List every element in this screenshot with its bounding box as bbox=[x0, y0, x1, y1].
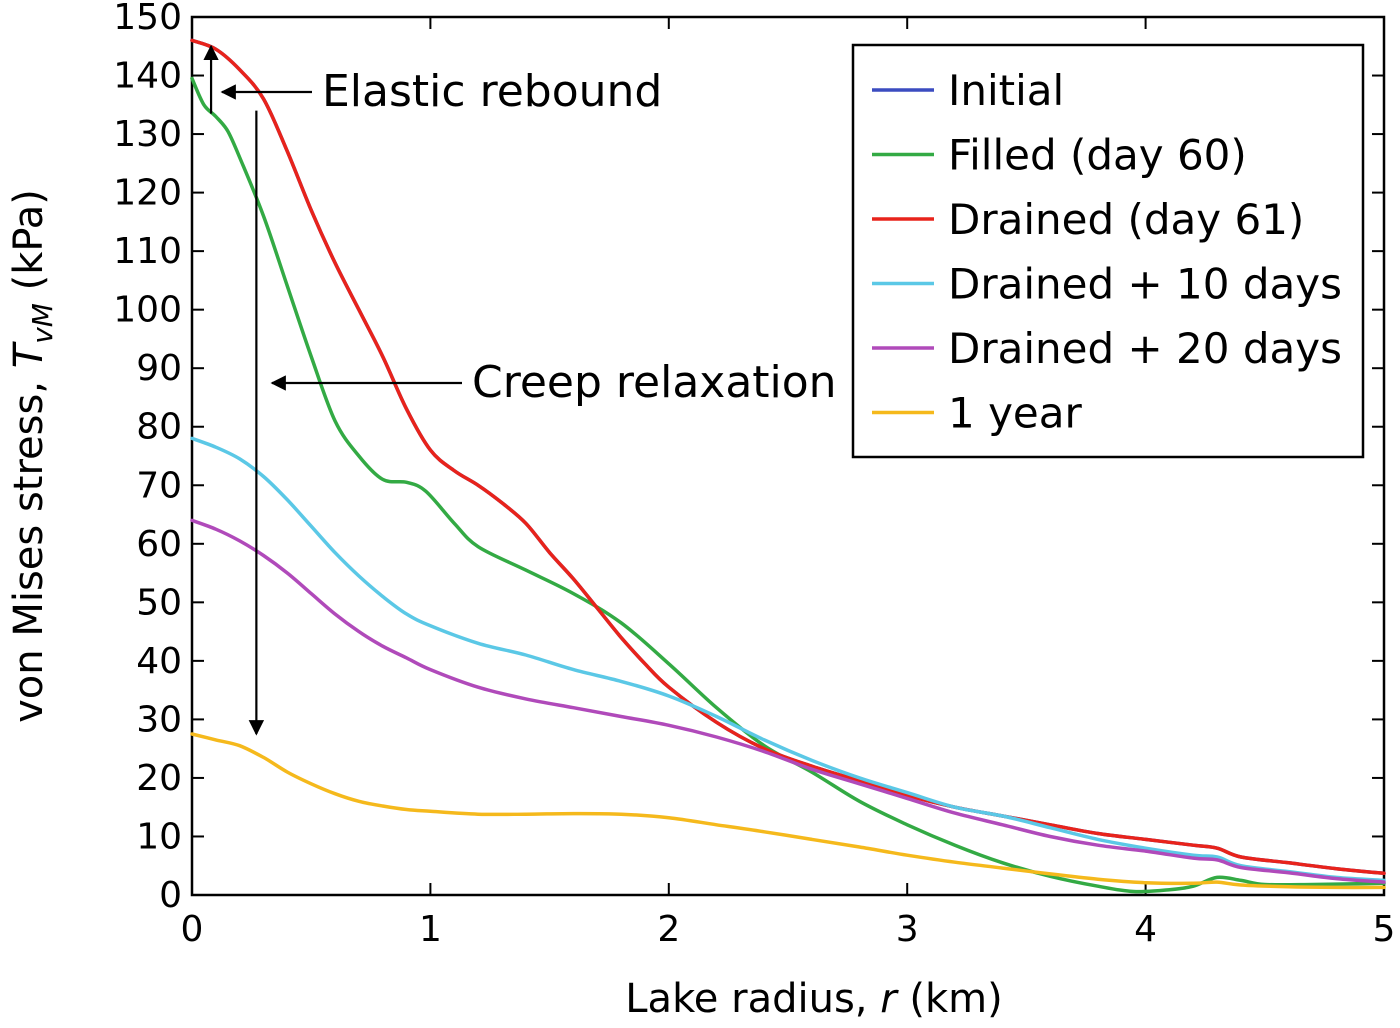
legend-box bbox=[851, 43, 1365, 459]
x-axis-label: Lake radius, r (km) bbox=[625, 976, 1002, 1022]
x-axis-label-prefix: Lake radius, bbox=[625, 976, 880, 1022]
x-tick-label: 0 bbox=[181, 909, 204, 950]
series-line-drained-day-61 bbox=[190, 38, 1386, 876]
annotations: Elastic rebound Creep relaxation bbox=[203, 44, 837, 736]
x-tick-label: 2 bbox=[657, 909, 680, 950]
y-tick-label: 150 bbox=[113, 0, 182, 38]
y-tick-label: 40 bbox=[136, 641, 182, 682]
series-lines bbox=[190, 38, 1386, 894]
series-line-filled-day-60 bbox=[190, 76, 1386, 894]
y-axis-label-variable: T bbox=[6, 340, 52, 368]
y-tick-label: 120 bbox=[113, 173, 182, 214]
legend: Initial Filled (day 60) Drained (day 61) Dr… bbox=[851, 43, 1365, 459]
x-tick-label: 5 bbox=[1373, 909, 1396, 950]
legend-label-initial: Initial bbox=[948, 66, 1064, 115]
x-axis-label-variable: r bbox=[880, 976, 899, 1022]
x-tick-label: 1 bbox=[419, 909, 442, 950]
y-tick-label: 30 bbox=[136, 699, 182, 740]
y-tick-label: 0 bbox=[159, 875, 182, 916]
y-tick-label: 90 bbox=[136, 348, 182, 389]
axis-ticks: 0 1 2 3 4 50102030405060708090100110120130140… bbox=[113, 0, 1395, 950]
x-tick-label: 4 bbox=[1134, 909, 1157, 950]
legend-label-drained-day-61: Drained (day 61) bbox=[948, 195, 1304, 244]
legend-label-filled-day-60: Filled (day 60) bbox=[948, 131, 1247, 180]
annotation-elastic-rebound: Elastic rebound bbox=[322, 66, 662, 117]
y-axis-label-prefix: von Mises stress, bbox=[6, 368, 52, 723]
y-tick-label: 130 bbox=[113, 114, 182, 155]
y-axis-label-unit: (kPa) bbox=[6, 189, 52, 303]
y-axis-label: von Mises stress, TvM (kPa) bbox=[6, 189, 59, 723]
y-tick-label: 10 bbox=[136, 816, 182, 857]
y-tick-label: 80 bbox=[136, 407, 182, 448]
legend-label-drained-10-days: Drained + 10 days bbox=[948, 260, 1342, 309]
y-tick-label: 60 bbox=[136, 524, 182, 565]
y-tick-label: 20 bbox=[136, 758, 182, 799]
x-axis-label-unit: (km) bbox=[897, 976, 1003, 1022]
series-line-1-year bbox=[190, 732, 1386, 890]
x-tick-label: 3 bbox=[896, 909, 919, 950]
y-tick-label: 70 bbox=[136, 465, 182, 506]
y-tick-label: 140 bbox=[113, 56, 182, 97]
y-axis-label-subscript: vM bbox=[26, 303, 59, 344]
series-line-drained-20-days bbox=[190, 518, 1386, 884]
y-tick-label: 110 bbox=[113, 231, 182, 272]
series-line-drained-10-days bbox=[190, 436, 1386, 883]
plot-area-frame bbox=[190, 15, 1386, 897]
y-tick-label: 100 bbox=[113, 290, 182, 331]
y-tick-label: 50 bbox=[136, 582, 182, 623]
legend-label-1-year: 1 year bbox=[948, 389, 1083, 438]
annotation-creep-relaxation: Creep relaxation bbox=[472, 357, 837, 408]
legend-label-drained-20-days: Drained + 20 days bbox=[948, 324, 1342, 373]
